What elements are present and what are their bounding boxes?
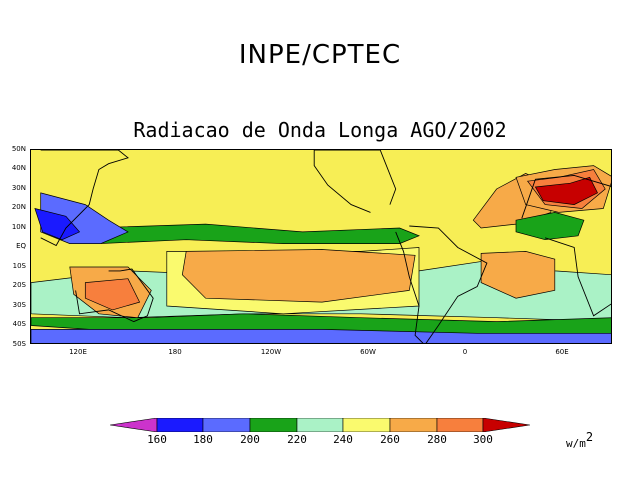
lat-label-10s: 10S (12, 262, 26, 270)
organization-title: INPE/CPTEC (238, 40, 402, 70)
colorbar-segment-180-200 (202, 418, 251, 432)
colorbar-label-160: 160 (147, 433, 167, 446)
colorbar-segment-260-280 (389, 418, 438, 432)
olr-region-sahara-core (534, 176, 598, 205)
coastline-4 (40, 150, 129, 247)
colorbar-label-260: 260 (380, 433, 400, 446)
lat-label-20n: 20N (11, 203, 26, 211)
lat-label-40n: 40N (11, 164, 26, 172)
lat-label-30n: 30N (11, 184, 26, 192)
colorbar (110, 418, 530, 432)
coastline-0 (395, 225, 488, 343)
lon-label-60e: 60E (555, 348, 569, 356)
colorbar-segment-160-180 (156, 418, 204, 432)
units-exponent: 2 (585, 430, 594, 444)
colorbar-segment-below-160 (110, 418, 158, 432)
lat-label-40s: 40S (12, 320, 26, 328)
colorbar-label-220: 220 (287, 433, 307, 446)
lat-label-eq: EQ (16, 242, 26, 250)
lon-label-120w: 120W (260, 348, 282, 356)
colorbar-segment-240-260 (342, 418, 391, 432)
olr-region-southern-ocean-low (31, 329, 611, 343)
lon-label-120e: 120E (69, 348, 87, 356)
lon-label-0: 0 (462, 348, 468, 356)
colorbar-label-280: 280 (427, 433, 447, 446)
colorbar-segment-220-240 (296, 418, 344, 432)
lon-label-180: 180 (168, 348, 182, 356)
olr-region-southern-ocean-high (31, 313, 611, 334)
colorbar-label-300: 300 (473, 433, 493, 446)
colorbar-label-200: 200 (240, 433, 260, 446)
coastline-2 (521, 174, 611, 317)
olr-region-indonesia-convection (34, 208, 81, 241)
lat-label-50s: 50S (12, 340, 26, 348)
colorbar-segment-280-300 (436, 418, 484, 432)
lon-label-60w: 60W (360, 348, 376, 356)
coastline-1 (313, 150, 397, 213)
coastline-3 (75, 268, 154, 323)
lat-label-30s: 30S (12, 301, 26, 309)
lat-label-10n: 10N (11, 223, 26, 231)
olr-region-pacific-dry-zone (181, 249, 416, 303)
olr-map-canvas (31, 150, 611, 343)
colorbar-segment-above-300 (482, 418, 530, 432)
colorbar-segment-200-220 (249, 418, 298, 432)
colorbar-label-180: 180 (193, 433, 213, 446)
olr-region-itcz-pacific (88, 223, 420, 244)
lat-label-50n: 50N (11, 145, 26, 153)
olr-region-australia-core (84, 278, 141, 311)
olr-region-south-atlantic-dry (480, 251, 556, 299)
olr-region-west-africa-monsoon (515, 212, 585, 241)
map-title: Radiacao de Onda Longa AGO/2002 (133, 118, 507, 142)
olr-map (30, 149, 612, 344)
lat-label-20s: 20S (12, 281, 26, 289)
units-base: w/m (566, 437, 586, 450)
colorbar-label-240: 240 (333, 433, 353, 446)
units-label: w/m2 (566, 430, 593, 450)
